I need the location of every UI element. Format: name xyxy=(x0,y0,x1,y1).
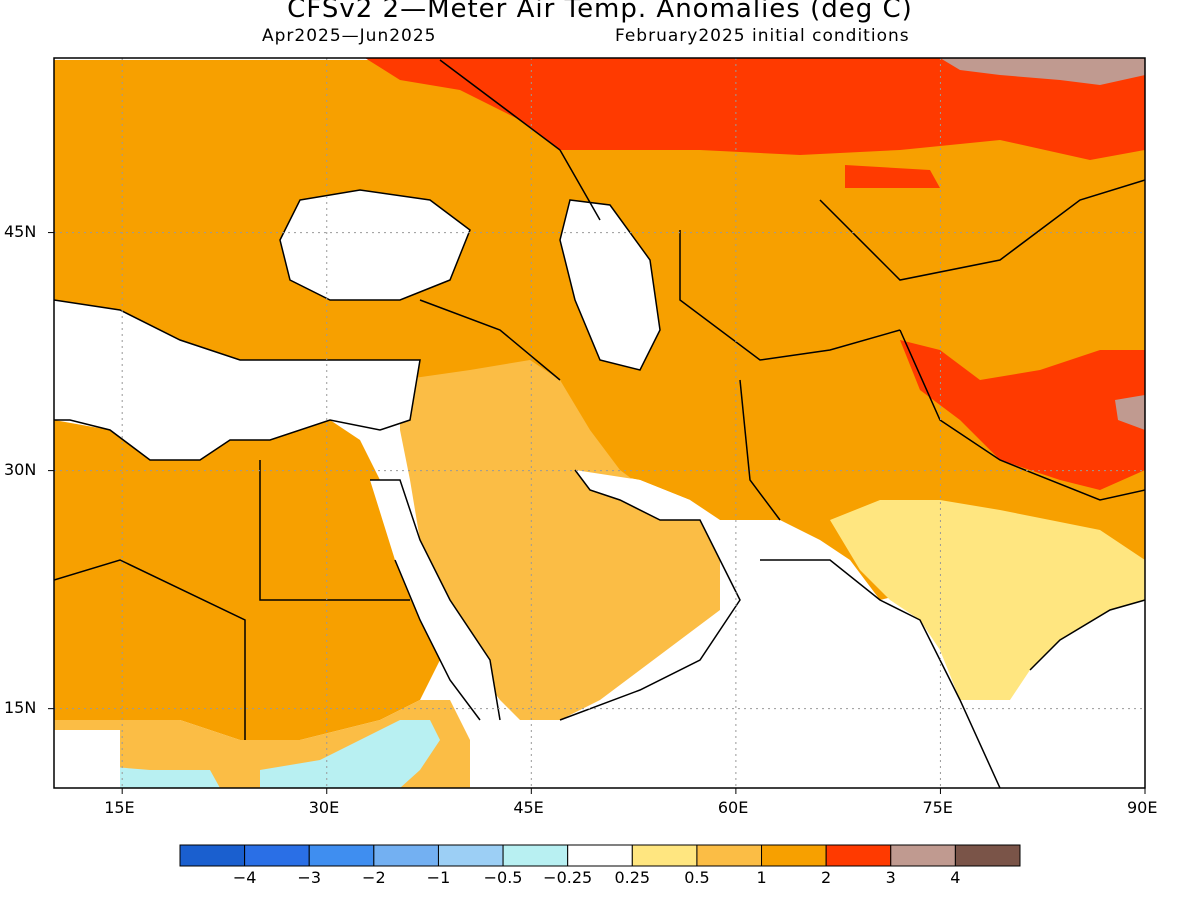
cool-east-africa xyxy=(260,720,440,788)
legend-swatch xyxy=(890,844,956,867)
legend-label: −2 xyxy=(362,868,386,887)
gulf-blank xyxy=(575,470,700,520)
lon-tick-label: 30E xyxy=(308,798,340,817)
arabia-coast xyxy=(559,469,741,721)
yellow-india xyxy=(830,500,1145,700)
light-orange-arabia xyxy=(400,360,720,720)
map-frame xyxy=(53,57,1146,789)
legend-swatch xyxy=(825,844,892,867)
forecast-period: Apr2025—Jun2025 xyxy=(262,26,437,46)
lat-tick-label: 30N xyxy=(4,459,37,479)
legend-label: 3 xyxy=(885,868,896,887)
med-coast xyxy=(54,299,421,461)
coastlines xyxy=(54,59,1145,788)
lon-tick-label: 90E xyxy=(1127,798,1158,817)
legend-swatch xyxy=(761,844,827,867)
legend-label: 1 xyxy=(756,868,767,887)
red-sea-coast xyxy=(370,479,501,721)
legend-swatch xyxy=(244,844,310,867)
legend-label: 2 xyxy=(821,868,832,887)
color-legend xyxy=(179,844,1021,867)
legend-swatch xyxy=(179,844,246,867)
legend-swatch xyxy=(696,844,763,867)
red-siberia xyxy=(365,58,1145,160)
bay-bengal-blank xyxy=(1000,600,1145,788)
map-fill xyxy=(54,58,1145,788)
red-sea-blank xyxy=(370,480,500,720)
legend-swatch xyxy=(567,844,633,867)
legend-label: −0.5 xyxy=(483,868,523,887)
legend-swatch xyxy=(437,844,504,867)
black-sea-coast xyxy=(279,189,471,301)
initial-conditions: February2025 initial conditions xyxy=(615,26,910,46)
caspian-blank xyxy=(560,200,660,370)
black-sea-blank xyxy=(280,190,470,300)
west-africa-blank xyxy=(54,730,120,788)
legend-swatch xyxy=(308,844,375,867)
legend-label: −1 xyxy=(426,868,451,887)
legend-swatch xyxy=(954,844,1021,867)
legend-label: 0.25 xyxy=(614,868,651,887)
graticule xyxy=(54,58,1145,788)
lon-tick-label: 75E xyxy=(922,798,953,817)
orange-africa xyxy=(54,420,440,740)
legend-label: −3 xyxy=(297,868,322,887)
lon-tick-label: 15E xyxy=(104,798,135,817)
lat-tick-label: 15N xyxy=(4,697,37,717)
red-tibet xyxy=(900,340,1145,490)
lon-tick-label: 60E xyxy=(717,798,749,817)
legend-swatch xyxy=(373,844,439,867)
brown-northeast xyxy=(940,58,1145,85)
axis-ticks xyxy=(48,232,1146,794)
legend-swatch xyxy=(631,844,698,867)
brown-tibet xyxy=(1115,395,1145,430)
legend-label: −0.25 xyxy=(543,868,593,887)
india-coast xyxy=(760,559,1145,788)
legend-label: 4 xyxy=(950,868,961,887)
legend-swatch xyxy=(502,844,569,867)
legend-label: −4 xyxy=(232,868,257,887)
lon-tick-label: 45E xyxy=(513,798,544,817)
map-title: CFSv2 2—Meter Air Temp. Anomalies (deg C… xyxy=(287,0,913,24)
borders xyxy=(54,59,1145,740)
caspian-coast xyxy=(559,199,661,371)
lat-tick-label: 45N xyxy=(4,221,37,241)
arabian-sea-blank xyxy=(560,560,1000,788)
legend-label: 0.5 xyxy=(684,868,710,887)
red-siberia-patch xyxy=(845,165,940,188)
